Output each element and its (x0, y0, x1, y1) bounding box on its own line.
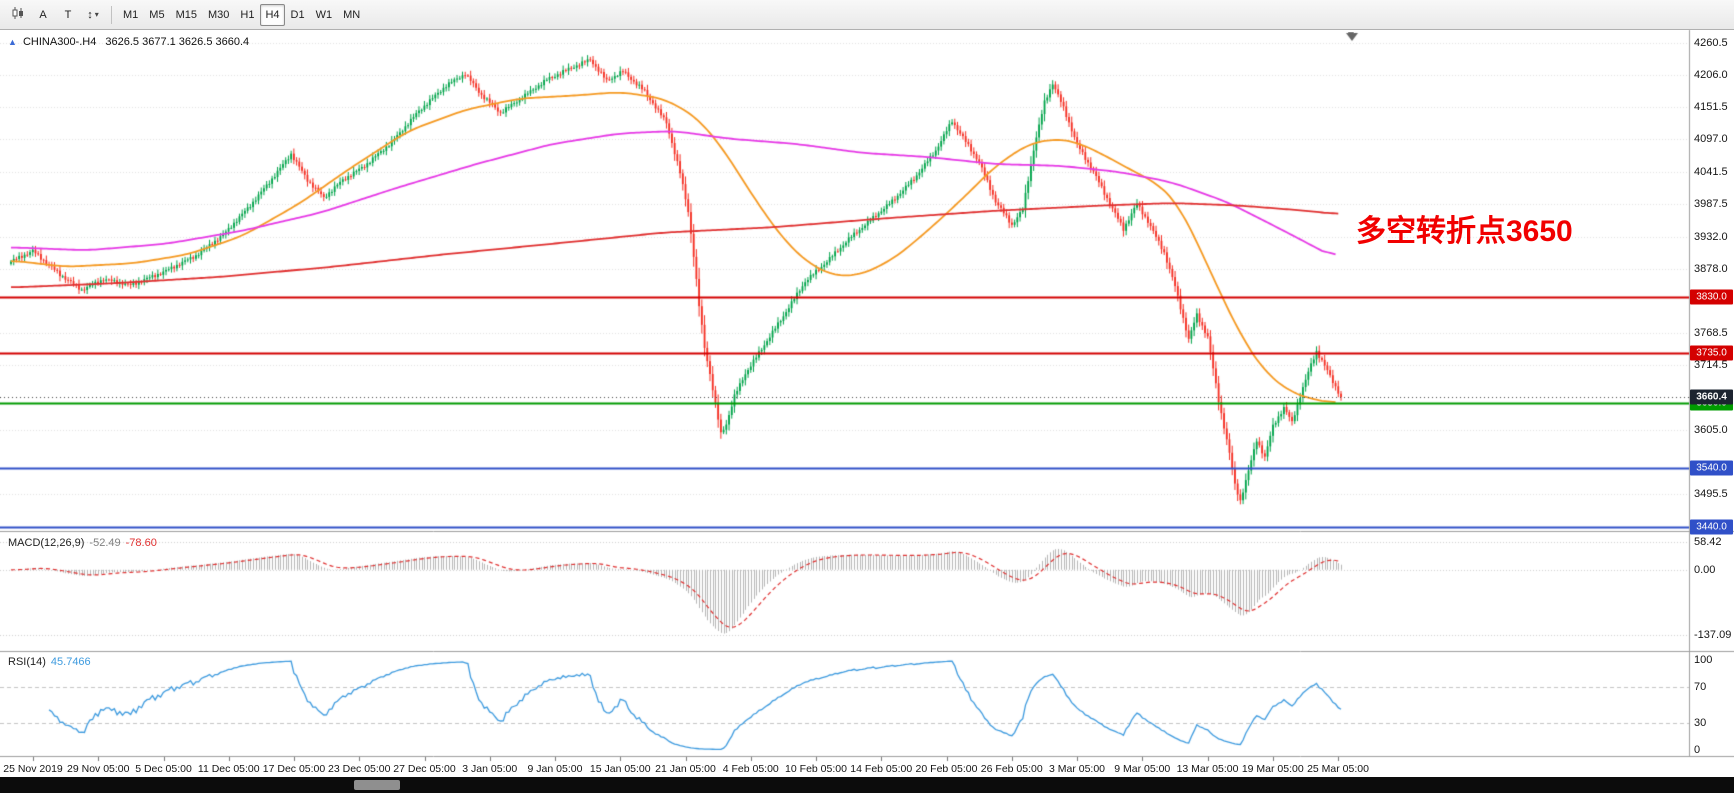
price-level-badge-3440.0: 3440.0 (1690, 519, 1733, 535)
time-axis-label: 25 Nov 2019 (3, 763, 63, 775)
price-tick-label: 4206.0 (1694, 68, 1728, 81)
tool-button-draw-tools[interactable]: ↕ ▾ (81, 4, 105, 26)
timeframe-button-W1[interactable]: W1 (311, 4, 338, 26)
price-tick-label: 3768.5 (1694, 327, 1728, 340)
symbol-name: CHINA300-.H4 (22, 36, 97, 48)
symbol-arrow-icon: ▲ (8, 37, 17, 47)
rsi-axis-label: 30 (1694, 717, 1707, 729)
time-axis-label: 25 Mar 05:00 (1307, 763, 1369, 775)
time-axis-label: 13 Mar 05:00 (1176, 763, 1239, 775)
tool-button-annotate-a[interactable]: A (31, 4, 55, 26)
macd-indicator-label: MACD(12,26,9) -52.49 -78.60 (8, 537, 157, 549)
price-tick-label: 4151.5 (1694, 101, 1728, 114)
time-axis-label: 29 Nov 05:00 (67, 763, 130, 775)
rsi-label-text: RSI(14) (8, 656, 46, 668)
time-axis[interactable]: 25 Nov 2019 29 Nov 05:00 5 Dec 05:00 11 Dec… (0, 756, 1689, 778)
time-axis-label: 3 Mar 05:00 (1048, 763, 1106, 775)
price-axis[interactable]: 4260.5 4206.0 4151.5 4097.0 4041.5 3987.5 3932… (1689, 30, 1734, 757)
bottom-scrollbar (0, 777, 1734, 793)
symbol-info: ▲ CHINA300-.H4 3626.5 3677.1 3626.5 3660… (8, 36, 249, 48)
time-axis-label: 5 Dec 05:00 (135, 763, 192, 775)
timeframe-button-M5[interactable]: M5 (144, 4, 169, 26)
time-axis-label: 20 Feb 05:00 (915, 763, 978, 775)
tool-label: T (64, 8, 72, 21)
timeframe-button-M30[interactable]: M30 (203, 4, 234, 26)
time-axis-label: 19 Mar 05:00 (1241, 763, 1304, 775)
tool-button-annotate-t[interactable]: T (56, 4, 80, 26)
time-axis-label: 27 Dec 05:00 (393, 763, 456, 775)
rsi-indicator-label: RSI(14) 45.7466 (8, 656, 91, 668)
time-axis-label: 3 Jan 05:00 (462, 763, 518, 775)
timeframe-button-M15[interactable]: M15 (171, 4, 202, 26)
symbol-ohlc-values: 3626.5 3677.1 3626.5 3660.4 (105, 36, 250, 48)
macd-value-signal: -78.60 (125, 537, 157, 549)
price-tick-label: 4260.5 (1694, 36, 1728, 49)
time-axis-label: 4 Feb 05:00 (722, 763, 779, 775)
tool-label: A (39, 8, 47, 21)
time-axis-label: 10 Feb 05:00 (785, 763, 847, 775)
macd-axis-label: -137.09 (1694, 629, 1732, 641)
price-level-badge-3830.0: 3830.0 (1690, 289, 1733, 305)
time-axis-label: 23 Dec 05:00 (328, 763, 391, 775)
tool-label: ↕ (87, 8, 93, 21)
time-axis-label: 9 Jan 05:00 (527, 763, 583, 775)
time-axis-label: 14 Feb 05:00 (850, 763, 913, 775)
price-tick-label: 3495.5 (1694, 488, 1728, 501)
chevron-down-icon: ▾ (94, 10, 99, 19)
rsi-value: 45.7466 (50, 656, 91, 668)
scrollbar-thumb[interactable] (354, 780, 400, 790)
tool-button-chart-type[interactable] (6, 4, 30, 26)
price-tick-label: 3932.0 (1694, 230, 1728, 243)
time-axis-label: 26 Feb 05:00 (980, 763, 1043, 775)
time-axis-label: 15 Jan 05:00 (589, 763, 651, 775)
macd-value-main: -52.49 (89, 537, 121, 549)
chart-shift-marker-icon[interactable]: ▼ (1346, 30, 1356, 41)
current-price-badge: 3660.4 (1690, 389, 1733, 405)
price-tick-label: 3878.0 (1694, 262, 1728, 275)
timeframe-button-M1[interactable]: M1 (118, 4, 143, 26)
timeframe-button-MN[interactable]: MN (338, 4, 365, 26)
time-axis-label: 21 Jan 05:00 (655, 763, 716, 775)
toolbar-separator (111, 5, 112, 24)
timeframe-button-H1[interactable]: H1 (235, 4, 259, 26)
time-axis-label: 11 Dec 05:00 (197, 763, 260, 775)
candlestick-chart-icon (11, 6, 25, 23)
macd-axis-label: 58.42 (1694, 536, 1722, 548)
rsi-axis-label: 70 (1694, 681, 1707, 693)
price-tick-label: 4041.5 (1694, 166, 1728, 179)
time-axis-label: 9 Mar 05:00 (1114, 763, 1171, 775)
price-tick-label: 3714.5 (1694, 359, 1728, 372)
timeframe-button-D1[interactable]: D1 (286, 4, 310, 26)
rsi-axis-label: 0 (1694, 744, 1701, 756)
time-axis-label: 17 Dec 05:00 (262, 763, 326, 775)
price-tick-label: 3605.0 (1694, 423, 1728, 436)
macd-axis-label: 0.00 (1694, 563, 1716, 576)
chart-annotation-text: 多空转折点3650 (1356, 215, 1573, 248)
toolbar: A T ↕ ▾ M1 M5 M15 M30 H1 H4 D1 W1 MN (0, 0, 1734, 30)
price-tick-label: 4097.0 (1694, 133, 1728, 146)
rsi-axis-label: 100 (1694, 654, 1713, 666)
price-tick-label: 3987.5 (1694, 197, 1728, 210)
price-level-badge-3540.0: 3540.0 (1690, 460, 1733, 476)
timeframe-button-H4[interactable]: H4 (260, 3, 285, 26)
macd-label-text: MACD(12,26,9) (8, 537, 85, 549)
price-level-badge-3735.0: 3735.0 (1690, 345, 1733, 361)
